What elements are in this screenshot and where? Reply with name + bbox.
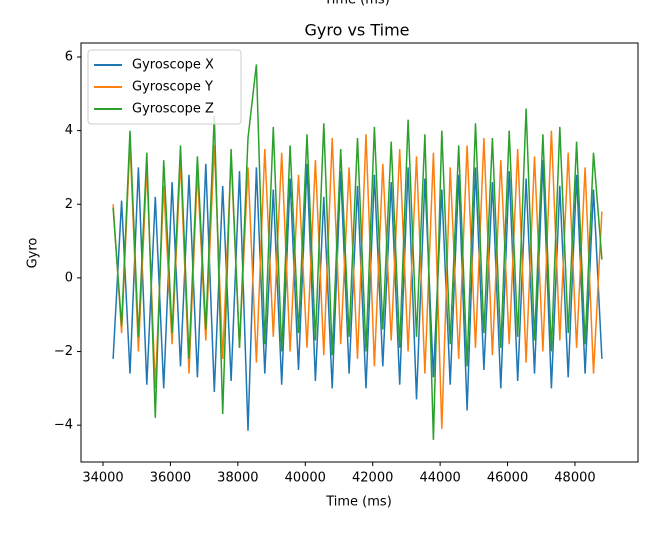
y-tick-label: 2 xyxy=(65,197,73,212)
legend-label: Gyroscope X xyxy=(132,58,214,73)
x-tick-label: 34000 xyxy=(82,471,123,486)
axes-frame xyxy=(80,42,639,463)
y-tick-label: 0 xyxy=(65,270,73,285)
legend-label: Gyroscope Y xyxy=(132,80,213,95)
x-tick-label: 40000 xyxy=(285,471,326,486)
y-tick-label: 4 xyxy=(65,123,73,138)
legend-label: Gyroscope Z xyxy=(132,102,214,117)
cropped-text: Time (ms) xyxy=(323,0,390,8)
x-tick-label: 46000 xyxy=(487,471,528,486)
y-tick-label: −2 xyxy=(54,344,73,359)
x-tick-label: 36000 xyxy=(150,471,191,486)
y-tick-label: 6 xyxy=(65,49,73,64)
x-axis-label: Time (ms) xyxy=(325,495,392,510)
x-tick-label: 42000 xyxy=(352,471,393,486)
x-tick-label: 44000 xyxy=(419,471,460,486)
legend-box xyxy=(87,49,242,125)
series-line xyxy=(112,160,603,431)
chart-title: Gyro vs Time xyxy=(304,21,409,40)
y-axis-label: Gyro xyxy=(26,238,41,269)
y-tick-label: −4 xyxy=(54,418,73,433)
series-line xyxy=(112,64,603,440)
x-tick-label: 48000 xyxy=(554,471,595,486)
x-tick-label: 38000 xyxy=(217,471,258,486)
